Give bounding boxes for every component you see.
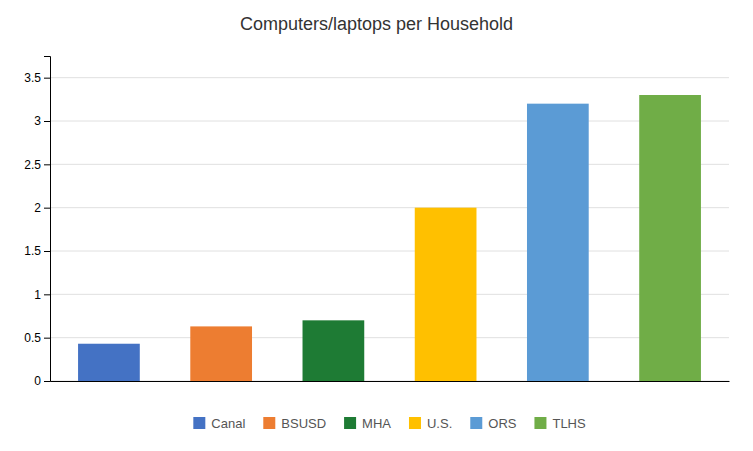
legend-label: Canal (211, 416, 245, 431)
y-tick: 3 (34, 114, 50, 128)
bar (303, 320, 365, 381)
y-axis: 0 0.5 1 1.5 2 2.5 3 3.5 (24, 57, 50, 389)
y-tick: 1.5 (24, 244, 50, 258)
y-tick: 2 (34, 201, 50, 215)
y-tick-label: 0.5 (24, 331, 41, 345)
y-tick-mark (44, 338, 50, 339)
legend-swatch (344, 417, 356, 429)
legend-item: U.S. (409, 416, 452, 431)
grid-line (50, 381, 729, 382)
y-tick: 2.5 (24, 158, 50, 172)
y-tick-label: 0 (34, 374, 41, 388)
plot: 0 0.5 1 1.5 2 2.5 3 3.5 (24, 57, 729, 389)
bar (415, 208, 477, 381)
x-axis (51, 381, 730, 382)
bar (78, 344, 140, 381)
y-tick-mark (44, 121, 50, 122)
legend-label: MHA (362, 416, 391, 431)
grid-line (50, 294, 729, 295)
y-tick-mark (44, 381, 50, 382)
legend-item: Canal (193, 416, 245, 431)
y-tick-mark (44, 208, 50, 209)
legend-swatch (263, 417, 275, 429)
legend: Canal BSUSD MHA U.S. ORS TLHS (193, 416, 586, 431)
legend-swatch (193, 417, 205, 429)
grid-line (50, 207, 729, 208)
y-tick-mark (44, 78, 50, 79)
bar (190, 326, 252, 381)
y-tick-label: 1 (34, 288, 41, 302)
x-axis-line (51, 381, 730, 382)
legend-label: ORS (488, 416, 517, 431)
grid-line (50, 121, 729, 122)
legend-label: TLHS (552, 416, 586, 431)
grid (50, 78, 729, 381)
legend-label: BSUSD (281, 416, 326, 431)
y-tick-label: 3 (34, 114, 41, 128)
grid-line (50, 77, 729, 78)
legend-item: MHA (344, 416, 391, 431)
y-tick: 3.5 (24, 71, 50, 85)
legend-swatch (409, 417, 421, 429)
y-tick-mark (44, 251, 50, 252)
y-tick-mark (44, 294, 50, 295)
y-tick-label: 3.5 (24, 71, 41, 85)
bar (639, 95, 701, 381)
title: Computers/laptops per Household (240, 14, 513, 34)
y-axis-line (44, 57, 51, 382)
y-tick-label: 1.5 (24, 244, 41, 258)
grid-line (50, 337, 729, 338)
y-tick-label: 2 (34, 201, 41, 215)
grid-line (50, 164, 729, 165)
chart: 0 0.5 1 1.5 2 2.5 3 3.5 Computers/laptops per Ho… (0, 0, 753, 451)
bar (527, 104, 589, 381)
bars (78, 95, 701, 381)
y-tick-mark (44, 164, 50, 165)
legend-item: TLHS (534, 416, 586, 431)
grid-line (50, 251, 729, 252)
legend-item: BSUSD (263, 416, 326, 431)
legend-item: ORS (470, 416, 517, 431)
y-tick: 0 (34, 374, 50, 388)
legend-swatch (470, 417, 482, 429)
y-tick: 1 (34, 288, 50, 302)
legend-swatch (534, 417, 546, 429)
y-tick: 0.5 (24, 331, 50, 345)
legend-label: U.S. (427, 416, 452, 431)
y-tick-label: 2.5 (24, 158, 41, 172)
